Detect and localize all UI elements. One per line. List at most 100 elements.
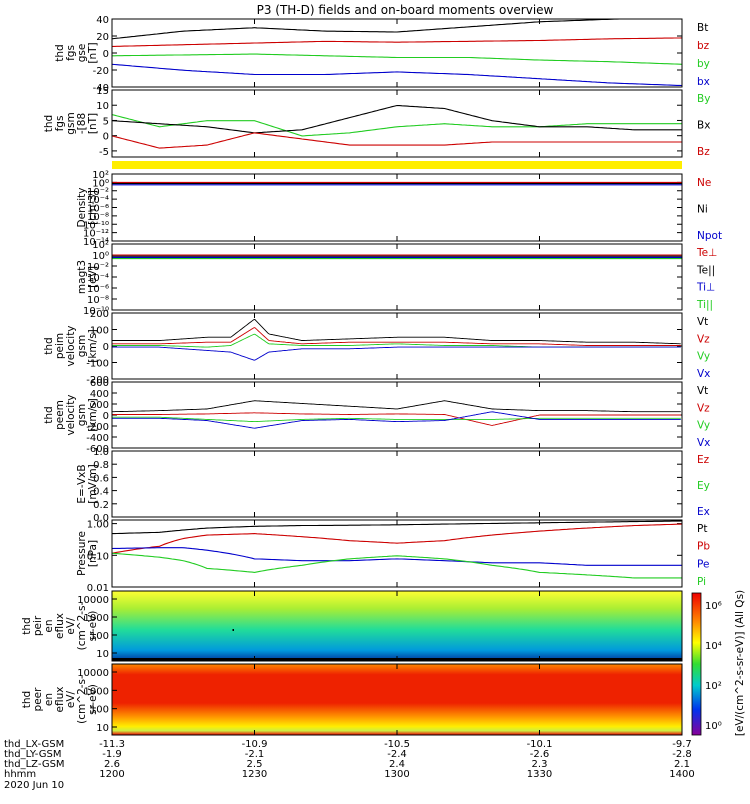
y-tick-label: 0 (103, 411, 109, 422)
y-tick-label: 10 (96, 101, 109, 112)
panel-frame (111, 519, 683, 588)
y-tick-label: 10² (92, 170, 109, 181)
series-line-vy (112, 416, 681, 423)
x-axis-value: -10.9 (242, 739, 268, 750)
y-tick-label: 0 (103, 49, 109, 60)
series-line-pb (111, 523, 683, 554)
panels: 40200-20-40Btbzbybxthdfgsgse[nT]151050-5… (21, 15, 722, 736)
x-axis-value: 2.3 (532, 759, 548, 770)
y-axis-label-line: thd (43, 337, 55, 354)
y-tick-label: 10⁻⁴ (87, 195, 109, 206)
y-tick-label: 10 (96, 649, 109, 660)
x-axis-row-label: hhmm (4, 769, 36, 780)
y-tick-label: 1000 (84, 686, 109, 697)
y-tick-label: 10000 (77, 668, 109, 679)
y-axis-label-line: thd (21, 617, 33, 634)
x-axis-value: 1330 (527, 769, 552, 780)
legend-entry: Vy (697, 351, 710, 363)
y-axis-label-line: (cm^2-s- (76, 601, 88, 650)
y-axis-label-line: [nT] (87, 113, 99, 134)
legend-entry: Pi (697, 576, 706, 588)
y-axis-label-line: E=-VxB (76, 464, 88, 503)
y-tick-label: 100 (90, 326, 109, 337)
y-tick-label: 0.2 (93, 500, 109, 511)
y-axis-label-line: -[88 (76, 113, 88, 134)
y-tick-label: 600 (90, 378, 109, 389)
y-tick-label: -400 (86, 433, 109, 444)
x-axis-date: 2020 Jun 10 (4, 780, 64, 791)
legend-entry: Vy (697, 420, 710, 432)
x-axis-value: 2.4 (389, 759, 405, 770)
y-tick-label: 0 (103, 132, 109, 143)
panel-frame (111, 18, 683, 88)
legend-entry: Ti|| (696, 299, 713, 311)
y-tick-label: 0 (103, 342, 109, 353)
legend-entry: Ne (697, 177, 711, 189)
y-tick-label: -200 (86, 375, 109, 386)
heatmap-peer (112, 664, 682, 735)
y-axis-label-line: eflux (54, 613, 66, 639)
legend-entry: Pe (697, 558, 709, 570)
y-tick-label: -100 (86, 359, 109, 370)
x-axis-value: 1200 (99, 769, 124, 780)
legend-entry: Bz (697, 146, 710, 158)
legend-entry: Vx (697, 368, 710, 380)
y-axis-label-line: (cm^2-s- (76, 675, 88, 724)
y-tick-label: 400 (90, 389, 109, 400)
x-axis-row-label: thd_LZ-GSM (4, 759, 65, 770)
y-tick-label: 10000 (77, 595, 109, 606)
y-axis-label-line: gsm (76, 335, 88, 357)
y-tick-label: -40 (93, 83, 109, 94)
y-axis-label-line: eV/ (65, 617, 77, 635)
legend-entry: Npot (697, 230, 722, 242)
x-axis-value: -2.8 (672, 749, 692, 760)
y-tick-label: 10⁰ (92, 251, 109, 262)
y-axis-label-line: gse (76, 44, 88, 63)
y-tick-label: 10⁰ (92, 178, 109, 189)
y-axis-label: thdpeimvelocitygsm[km/s] (43, 325, 99, 366)
colorbar-tick-label: 10⁶ (705, 601, 722, 612)
panel-fgs-gsm: 15 10 5 0 -5 By Bx Bz thdfgsgsm-[88[nT] (43, 86, 710, 158)
y-axis-label: thdpeemvelocitygsm[km/s] (43, 394, 99, 435)
series-line-vz (112, 412, 681, 426)
series-line-bz (112, 37, 683, 47)
series-line-vx (112, 346, 681, 361)
y-tick-label: 10⁻⁴ (87, 273, 109, 284)
series-line-bz (111, 132, 682, 149)
series-line-vz (112, 327, 681, 346)
y-axis-label: thdpeirenefluxeV/(cm^2-s-sr-eV) (21, 601, 99, 650)
y-tick-label: -5 (99, 147, 109, 158)
legend-entry: Ti⊥ (696, 282, 715, 294)
heatmap-peir (112, 591, 682, 661)
y-tick-label: 10⁻¹² (83, 229, 109, 240)
legend-entry: Vx (697, 437, 710, 449)
y-axis-label-line: peer (32, 687, 44, 712)
y-axis-label-line: [mV/m] (87, 464, 99, 503)
y-axis-label-line: [km/s] (87, 398, 99, 432)
x-axis-value: 1300 (384, 769, 409, 780)
panel-fgs: 40 20 0 -20 -40 Bt bz by bx thdfgsgse[nT] (54, 15, 710, 94)
panel-frame (111, 450, 683, 518)
x-axis-row-label: thd_LX-GSM (4, 739, 64, 750)
y-axis-label-line: thd (43, 115, 55, 132)
y-axis-label-line: gsm (76, 404, 88, 426)
legend-entry: Pt (697, 523, 707, 535)
y-tick-label: 1.0 (93, 447, 109, 458)
y-tick-label: -20 (93, 66, 109, 77)
panel-peem: 6004002000-200-400-600VtVzVyVxthdpeemvel… (43, 378, 710, 455)
series-line-bx (111, 63, 683, 87)
y-axis-label-line: peem (54, 400, 66, 430)
x-axis-value: -2.4 (387, 749, 407, 760)
y-axis-label: Density[cm-3] (76, 188, 99, 228)
y-tick-label: 10⁻⁸ (87, 212, 109, 223)
y-tick-label: 0.8 (93, 460, 109, 471)
y-axis-label-line: eflux (54, 687, 66, 713)
y-axis-label-line: fgs (65, 45, 77, 61)
y-tick-label: 10 (96, 723, 109, 734)
y-tick-label: 10⁻² (87, 187, 109, 198)
x-axis-value: -2.1 (245, 749, 265, 760)
x-axis-value: 1400 (669, 769, 694, 780)
y-axis-label: thdfgsgse[nT] (54, 42, 99, 63)
series-line-by (112, 53, 683, 65)
